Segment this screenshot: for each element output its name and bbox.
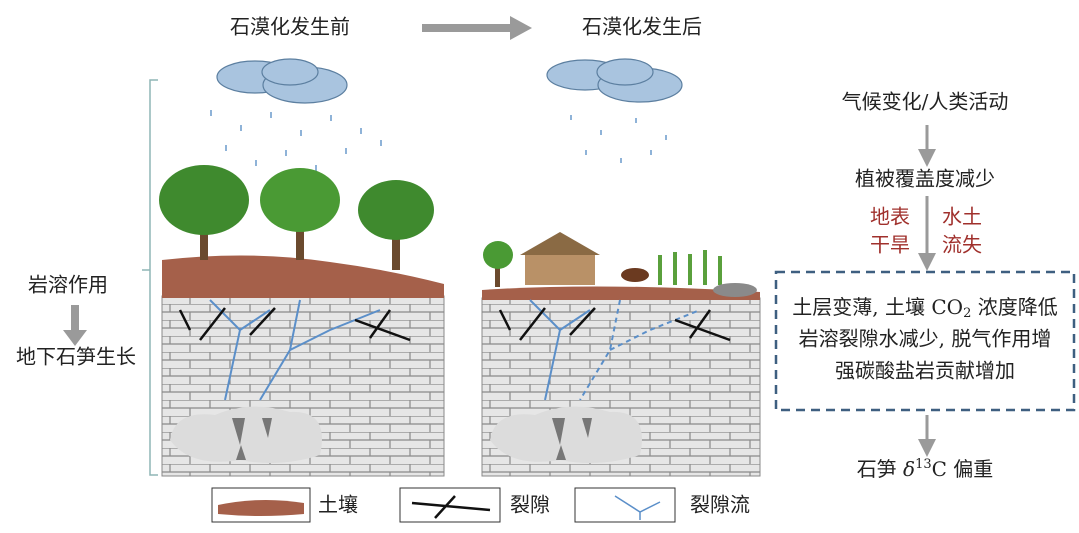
fissures <box>178 307 411 342</box>
text: δ <box>903 457 915 481</box>
cloud-before <box>216 58 348 104</box>
effect: 植被覆盖度减少 <box>855 167 995 191</box>
text: 石笋 <box>857 457 903 481</box>
rain <box>210 110 667 171</box>
text: C 偏重 <box>932 457 994 481</box>
trees <box>159 165 434 270</box>
farm <box>483 232 757 297</box>
legend-box <box>399 487 501 523</box>
box-line: 强碳酸盐岩贡献增加 <box>835 359 1015 383</box>
legend-flow <box>614 495 661 520</box>
cave <box>490 406 642 464</box>
fissures <box>498 307 731 342</box>
arrow-head <box>63 330 87 346</box>
title-after: 石漠化发生后 <box>582 15 702 39</box>
effect-label: 干旱 <box>870 233 910 257</box>
cave <box>170 406 322 464</box>
legend-label: 裂隙 <box>510 493 550 517</box>
legend-soil <box>218 499 304 516</box>
title-before: 石漠化发生前 <box>230 15 350 39</box>
superscript: 13 <box>915 457 932 472</box>
legend-box <box>574 487 676 523</box>
mechanism-box <box>774 270 1076 412</box>
process-label: 岩溶作用 <box>28 273 108 297</box>
soil <box>482 286 760 300</box>
arrow-head <box>510 16 532 40</box>
effect-label: 水土 <box>942 205 982 229</box>
stalagmite <box>232 418 272 460</box>
cloud-after <box>546 58 683 103</box>
legend-label: 土壤 <box>318 493 358 517</box>
text: 土层变薄, 土壤 CO <box>792 295 963 319</box>
stalagmite <box>552 418 592 460</box>
box-line: 岩溶裂隙水减少, 脱气作用增 <box>799 327 1052 351</box>
legend-fissure <box>411 495 491 519</box>
box-line: 土层变薄, 土壤 CO2 浓度降低 <box>792 295 1057 321</box>
cause: 气候变化/人类活动 <box>842 90 1009 114</box>
legend-label: 裂隙流 <box>690 493 750 517</box>
subscript: 2 <box>963 306 971 321</box>
bracket <box>142 79 158 476</box>
effect-label: 流失 <box>942 233 982 257</box>
fissure-flow <box>209 299 381 401</box>
text: 浓度降低 <box>971 295 1057 319</box>
effect-label: 地表 <box>870 205 910 229</box>
final-result: 石笋 δ13C 偏重 <box>857 457 994 481</box>
fissure-flow <box>529 299 701 401</box>
result-label: 地下石笋生长 <box>16 345 136 369</box>
soil <box>162 255 444 298</box>
